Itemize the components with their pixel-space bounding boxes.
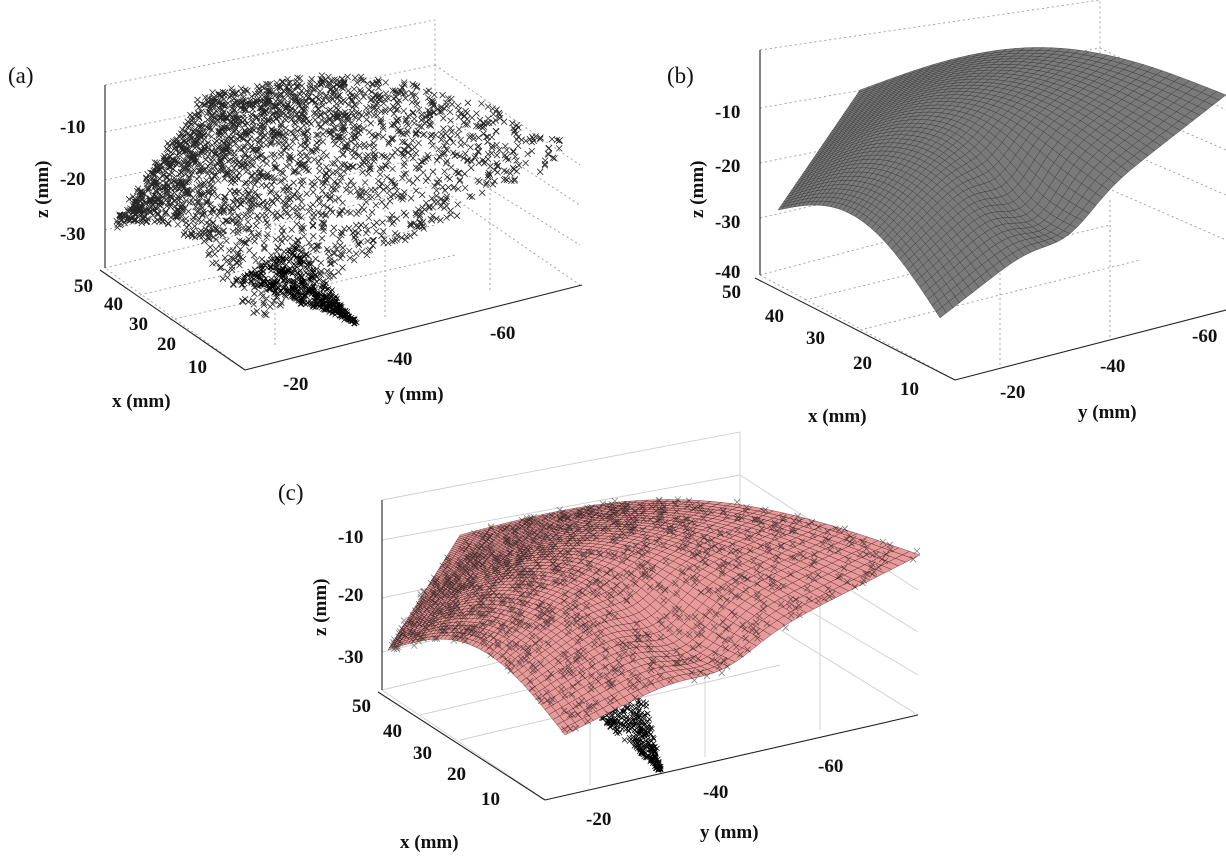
b-y-tick: -60	[1192, 326, 1217, 347]
c-y-tick: -40	[703, 782, 728, 803]
a-z-tick: -30	[60, 224, 85, 245]
b-z-tick: -20	[715, 156, 740, 177]
c-x-axis-label: x (mm)	[400, 832, 459, 853]
panel-c-tick-labels: -10 -20 -30 50 40 30 20 10 -20 -40 -60	[338, 527, 843, 830]
panel-b-axes	[754, 50, 1226, 381]
c-y-tick: -60	[818, 756, 843, 777]
c-x-tick: 40	[383, 721, 402, 742]
a-x-tick: 30	[129, 314, 148, 335]
c-z-axis-label: z (mm)	[310, 579, 331, 637]
b-x-tick: 30	[806, 328, 825, 349]
a-x-tick: 20	[157, 334, 176, 355]
c-x-tick: 10	[481, 789, 500, 810]
a-x-tick: 50	[74, 276, 93, 297]
a-y-axis-label: y (mm)	[385, 384, 444, 405]
c-x-tick: 50	[352, 696, 371, 717]
c-y-tick: -20	[586, 809, 611, 830]
c-z-tick: -10	[338, 527, 363, 548]
a-z-tick: -10	[60, 117, 85, 138]
mesh-cell	[1210, 91, 1226, 101]
panel-b-surface: (b) -10 -20 -30 -40 50	[667, 0, 1226, 427]
b-x-tick: 50	[722, 282, 741, 303]
a-y-tick: -20	[283, 374, 308, 395]
c-z-tick: -20	[338, 585, 363, 606]
b-z-axis-label: z (mm)	[687, 161, 708, 219]
data-point-markers	[113, 72, 563, 319]
fold-region-markers	[233, 245, 360, 327]
b-z-tick: -40	[715, 262, 740, 283]
a-x-tick: 40	[104, 294, 123, 315]
c-x-tick: 20	[447, 764, 466, 785]
c-y-axis-label: y (mm)	[700, 822, 759, 843]
panel-b-mesh	[777, 47, 1226, 319]
b-z-tick: -30	[715, 212, 740, 233]
b-y-axis-label: y (mm)	[1078, 402, 1137, 423]
panel-c-mesh	[387, 496, 921, 773]
panel-a-point-cloud	[113, 72, 563, 327]
a-y-tick: -40	[387, 349, 412, 370]
panel-b-tick-labels: -10 -20 -30 -40 50 40 30 20 10 -20 -40 -…	[715, 102, 1217, 403]
panel-a-axes	[99, 85, 583, 371]
a-z-tick: -20	[60, 169, 85, 190]
b-x-tick: 10	[900, 379, 919, 400]
panel-c-label: (c)	[278, 480, 304, 505]
data-point-markers	[388, 496, 921, 733]
a-y-tick: -60	[490, 323, 515, 344]
a-x-tick: 10	[188, 357, 207, 378]
a-x-axis-label: x (mm)	[112, 391, 171, 412]
panel-a-tick-labels: -10 -20 -30 50 40 30 20 10 -20 -40 -60	[60, 117, 515, 395]
a-z-axis-label: z (mm)	[32, 161, 53, 219]
b-x-tick: 20	[853, 353, 872, 374]
panel-a-scatter: (a) -10 -20 -30 50 40	[8, 19, 583, 412]
c-z-tick: -30	[338, 647, 363, 668]
panel-c-surface-and-points: (c) -10 -20 -30 50 40	[278, 431, 921, 853]
b-y-tick: -20	[1000, 382, 1025, 403]
b-x-tick: 40	[765, 306, 784, 327]
c-x-tick: 30	[413, 743, 432, 764]
b-x-axis-label: x (mm)	[808, 406, 867, 427]
panel-b-label: (b)	[667, 63, 694, 88]
panel-a-label: (a)	[8, 63, 34, 88]
b-z-tick: -10	[715, 102, 740, 123]
b-y-tick: -40	[1100, 356, 1125, 377]
panel-c-axes	[377, 500, 919, 801]
